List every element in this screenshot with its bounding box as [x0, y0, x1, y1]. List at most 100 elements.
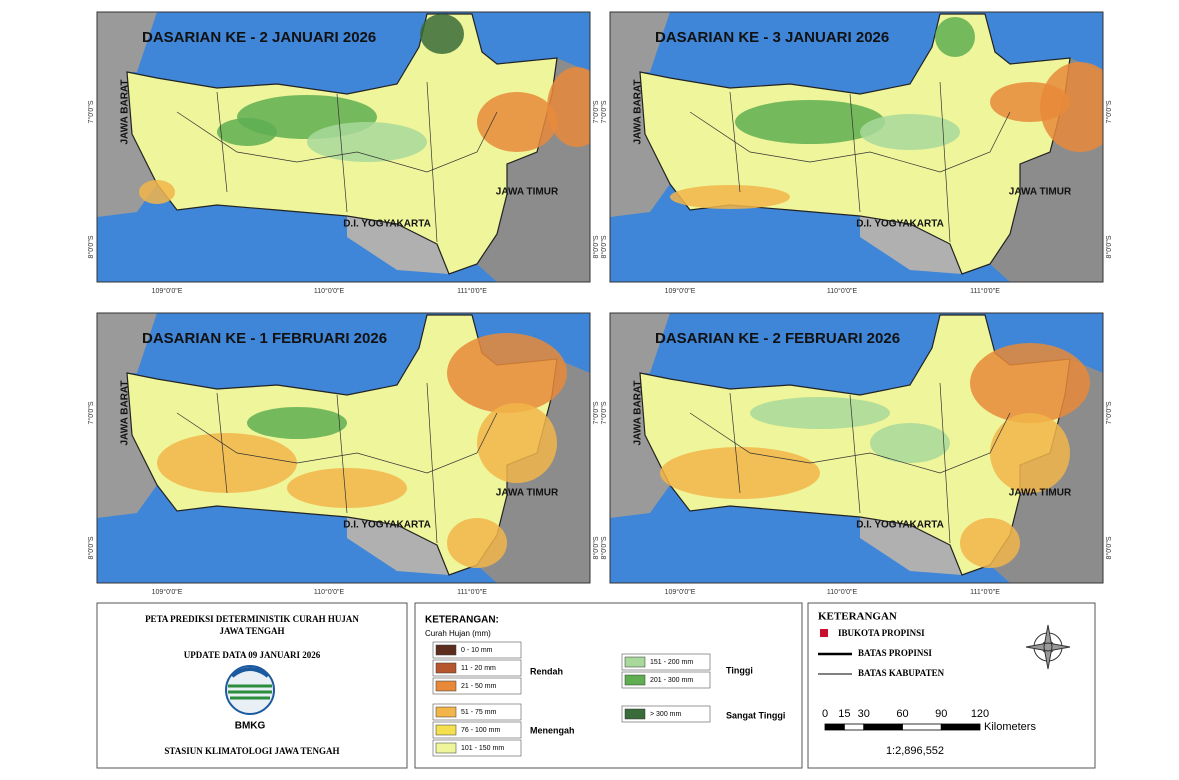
lat-tick-label: 8°0'0"S: [87, 536, 95, 559]
scale-segment: [940, 723, 981, 731]
rain-zone: [217, 118, 277, 146]
info-update: UPDATE DATA 09 JANUARI 2026: [184, 650, 321, 660]
regency-border: [849, 394, 861, 514]
region-label: JAWA TIMUR: [1009, 187, 1072, 198]
lon-tick-label: 109°0'0"E: [665, 287, 696, 295]
legend-label: 51 - 75 mm: [461, 709, 497, 716]
map-panel: DASARIAN KE - 1 FEBRUARI 2026 JAWA BARAT J…: [87, 312, 600, 596]
scale-segment: [863, 723, 903, 731]
scale-tick-label: 90: [935, 708, 947, 720]
region-label: D.I. YOGYAKARTA: [343, 219, 431, 230]
region-label: JAWA BARAT: [120, 381, 131, 446]
scale-tick-label: 15: [838, 708, 850, 720]
lat-tick-label: 7°0'0"S: [592, 100, 600, 123]
lon-tick-label: 110°0'0"E: [827, 287, 858, 295]
regency-border: [939, 382, 951, 544]
rain-zone: [735, 100, 885, 144]
scale-unit: Kilometers: [984, 721, 1036, 733]
lon-tick-label: 110°0'0"E: [314, 287, 345, 295]
region-label: JAWA TIMUR: [1009, 488, 1072, 499]
land-diy: [347, 216, 449, 274]
rain-zone: [547, 67, 590, 147]
map-panel: DASARIAN KE - 2 FEBRUARI 2026 JAWA BARAT J…: [600, 312, 1113, 596]
region-label: JAWA BARAT: [633, 381, 644, 446]
region-label: D.I. YOGYAKARTA: [856, 219, 944, 230]
legend-swatch: [624, 656, 646, 668]
map-panel: DASARIAN KE - 3 JANUARI 2026 JAWA BARAT JA…: [600, 11, 1113, 295]
panel-title: DASARIAN KE - 3 JANUARI 2026: [655, 29, 889, 46]
rain-zone: [860, 114, 960, 150]
regency-border: [336, 394, 348, 514]
region-label: D.I. YOGYAKARTA: [343, 520, 431, 531]
rain-zone: [477, 92, 557, 152]
bmkg-logo: [225, 665, 275, 715]
scale-segment: [843, 723, 865, 731]
land-west: [97, 313, 157, 518]
legend-swatch: [435, 706, 457, 718]
map-content: [97, 313, 590, 583]
land-diy: [347, 517, 449, 575]
regency-border: [176, 111, 498, 173]
lat-tick-label: 7°0'0"S: [600, 100, 608, 123]
scale-tick-label: 60: [896, 708, 908, 720]
regency-border: [426, 382, 438, 544]
legend-label: 151 - 200 mm: [650, 659, 693, 666]
land-west: [610, 12, 670, 217]
regency-border: [729, 392, 741, 494]
lon-tick-label: 111°0'0"E: [457, 588, 487, 596]
panel-frame: [609, 312, 1104, 584]
legend-swatch: [435, 742, 457, 754]
land-west: [97, 12, 157, 217]
lon-tick-label: 110°0'0"E: [314, 588, 345, 596]
rain-zone: [157, 433, 297, 493]
lon-tick-label: 111°0'0"E: [970, 287, 1000, 295]
lat-tick-label: 8°0'0"S: [1105, 536, 1113, 559]
lat-tick-label: 8°0'0"S: [592, 235, 600, 258]
panel-frame: [609, 11, 1104, 283]
lat-tick-label: 7°0'0"S: [600, 401, 608, 424]
lat-tick-label: 8°0'0"S: [600, 235, 608, 258]
rain-zone: [750, 397, 890, 429]
regency-border: [689, 111, 1011, 173]
lat-tick-label: 8°0'0"S: [87, 235, 95, 258]
rain-zone: [935, 17, 975, 57]
scale-tick-label: 0: [822, 708, 828, 720]
legend-subtitle: Curah Hujan (mm): [425, 629, 491, 638]
legend-label: > 300 mm: [650, 711, 681, 718]
rain-zone: [287, 468, 407, 508]
lat-tick-label: 7°0'0"S: [87, 100, 95, 123]
logo-text: BMKG: [235, 721, 266, 732]
key-item: BATAS PROPINSI: [858, 648, 932, 658]
compass: [1025, 624, 1071, 670]
legend-swatch: [435, 680, 457, 692]
regency-border: [216, 392, 228, 494]
key-item: IBUKOTA PROPINSI: [838, 628, 925, 638]
land-diy: [860, 216, 962, 274]
scale-segment: [902, 723, 942, 731]
legend-label: 76 - 100 mm: [461, 727, 500, 734]
map-content: [97, 12, 590, 282]
panel-title: DASARIAN KE - 1 FEBRUARI 2026: [142, 330, 387, 347]
region-label: JAWA TIMUR: [496, 187, 559, 198]
rain-zone: [420, 14, 464, 54]
lat-tick-label: 7°0'0"S: [1105, 100, 1113, 123]
regency-border: [426, 81, 438, 243]
rain-zone: [247, 407, 347, 439]
legend-swatch: [435, 644, 457, 656]
lat-tick-label: 7°0'0"S: [87, 401, 95, 424]
lat-tick-label: 8°0'0"S: [592, 536, 600, 559]
regency-border: [939, 81, 951, 243]
lat-tick-label: 8°0'0"S: [1105, 235, 1113, 258]
legend-label: 11 - 20 mm: [461, 665, 496, 672]
legend-group: Tinggi: [726, 665, 753, 675]
legend-label: 21 - 50 mm: [461, 683, 497, 690]
regency-border: [849, 93, 861, 213]
region-label: JAWA TIMUR: [496, 488, 559, 499]
lon-tick-label: 111°0'0"E: [970, 588, 1000, 596]
legend-swatch: [435, 662, 457, 674]
legend-swatch: [435, 724, 457, 736]
rain-zone: [447, 333, 567, 413]
lat-tick-label: 7°0'0"S: [1105, 401, 1113, 424]
regency-border: [729, 91, 741, 193]
